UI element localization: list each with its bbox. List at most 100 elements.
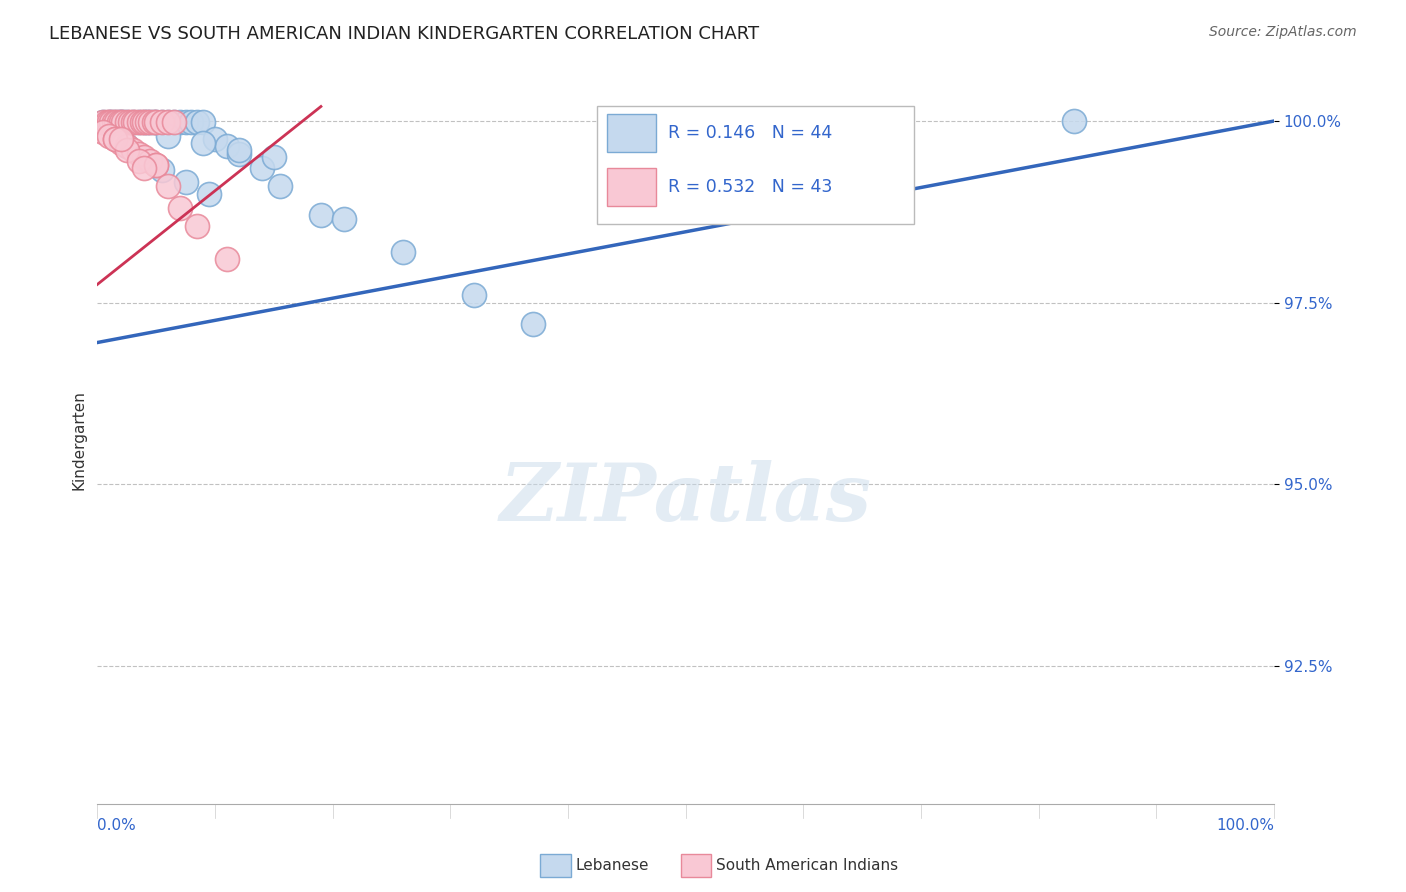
Point: [110, 115, 132, 129]
Point: [156, 179, 179, 194]
FancyBboxPatch shape: [598, 106, 914, 224]
Point: [110, 132, 132, 146]
Point: [228, 143, 250, 157]
Point: [128, 115, 150, 129]
Text: Source: ZipAtlas.com: Source: ZipAtlas.com: [1209, 25, 1357, 39]
Point: [193, 136, 215, 150]
Point: [110, 136, 132, 150]
Point: [250, 161, 273, 176]
Point: [333, 212, 356, 227]
Point: [110, 115, 132, 129]
Point: [204, 132, 226, 146]
Point: [215, 252, 238, 266]
Point: [115, 139, 138, 153]
Point: [150, 163, 173, 178]
Point: [107, 115, 129, 129]
Point: [104, 132, 127, 146]
Point: [134, 152, 156, 166]
Point: [131, 115, 153, 129]
Point: [463, 288, 485, 302]
FancyBboxPatch shape: [607, 169, 657, 206]
Point: [228, 146, 250, 161]
Point: [104, 132, 127, 146]
Point: [142, 115, 165, 129]
Point: [134, 150, 156, 164]
Point: [134, 115, 156, 129]
Text: R = 0.532   N = 43: R = 0.532 N = 43: [668, 178, 832, 196]
Point: [169, 201, 191, 215]
Text: ZIPatlas: ZIPatlas: [499, 460, 872, 537]
Point: [91, 125, 114, 139]
Point: [156, 128, 179, 143]
Point: [115, 143, 138, 157]
Point: [156, 115, 179, 129]
Point: [139, 153, 162, 168]
Point: [135, 115, 157, 129]
Point: [145, 115, 167, 129]
FancyBboxPatch shape: [607, 114, 657, 152]
Point: [145, 115, 167, 129]
Text: LEBANESE VS SOUTH AMERICAN INDIAN KINDERGARTEN CORRELATION CHART: LEBANESE VS SOUTH AMERICAN INDIAN KINDER…: [49, 25, 759, 43]
Point: [193, 115, 215, 129]
Point: [145, 158, 167, 172]
Point: [392, 244, 415, 259]
Point: [134, 115, 156, 129]
Text: South American Indians: South American Indians: [716, 858, 898, 872]
Point: [522, 318, 544, 332]
Point: [139, 115, 162, 129]
Point: [91, 115, 114, 129]
Point: [169, 115, 191, 129]
Point: [121, 115, 143, 129]
Point: [112, 115, 135, 129]
Point: [128, 153, 150, 168]
Point: [103, 115, 125, 129]
Point: [215, 139, 238, 153]
Point: [121, 143, 143, 157]
Point: [174, 175, 197, 189]
Point: [115, 115, 138, 129]
Point: [142, 115, 165, 129]
Point: [163, 115, 186, 129]
Point: [198, 186, 221, 201]
Point: [121, 115, 143, 129]
Point: [115, 139, 138, 153]
Point: [104, 115, 127, 129]
Point: [186, 219, 208, 234]
Point: [128, 115, 150, 129]
Point: [124, 115, 146, 129]
Point: [174, 115, 197, 129]
Point: [98, 115, 121, 129]
Point: [156, 115, 179, 129]
Point: [163, 115, 186, 129]
Point: [1063, 114, 1085, 128]
Point: [263, 150, 285, 164]
Point: [96, 115, 118, 129]
Point: [186, 115, 208, 129]
Text: 0.0%: 0.0%: [97, 818, 136, 833]
Point: [105, 115, 128, 129]
Text: Lebanese: Lebanese: [575, 858, 648, 872]
Point: [309, 209, 332, 223]
Point: [100, 115, 122, 129]
Text: R = 0.146   N = 44: R = 0.146 N = 44: [668, 124, 832, 142]
Point: [269, 179, 291, 194]
Point: [128, 146, 150, 161]
Point: [100, 115, 122, 129]
Y-axis label: Kindergarten: Kindergarten: [72, 391, 86, 491]
Point: [886, 114, 908, 128]
Point: [135, 115, 157, 129]
Point: [120, 115, 142, 129]
Point: [150, 115, 173, 129]
Point: [98, 128, 121, 143]
Point: [134, 161, 156, 176]
Point: [115, 115, 138, 129]
Point: [91, 115, 114, 129]
Point: [150, 115, 173, 129]
Point: [180, 115, 202, 129]
Point: [145, 158, 167, 172]
Point: [112, 115, 135, 129]
Text: 100.0%: 100.0%: [1216, 818, 1274, 833]
Point: [98, 115, 121, 129]
Point: [139, 115, 162, 129]
Point: [107, 115, 129, 129]
